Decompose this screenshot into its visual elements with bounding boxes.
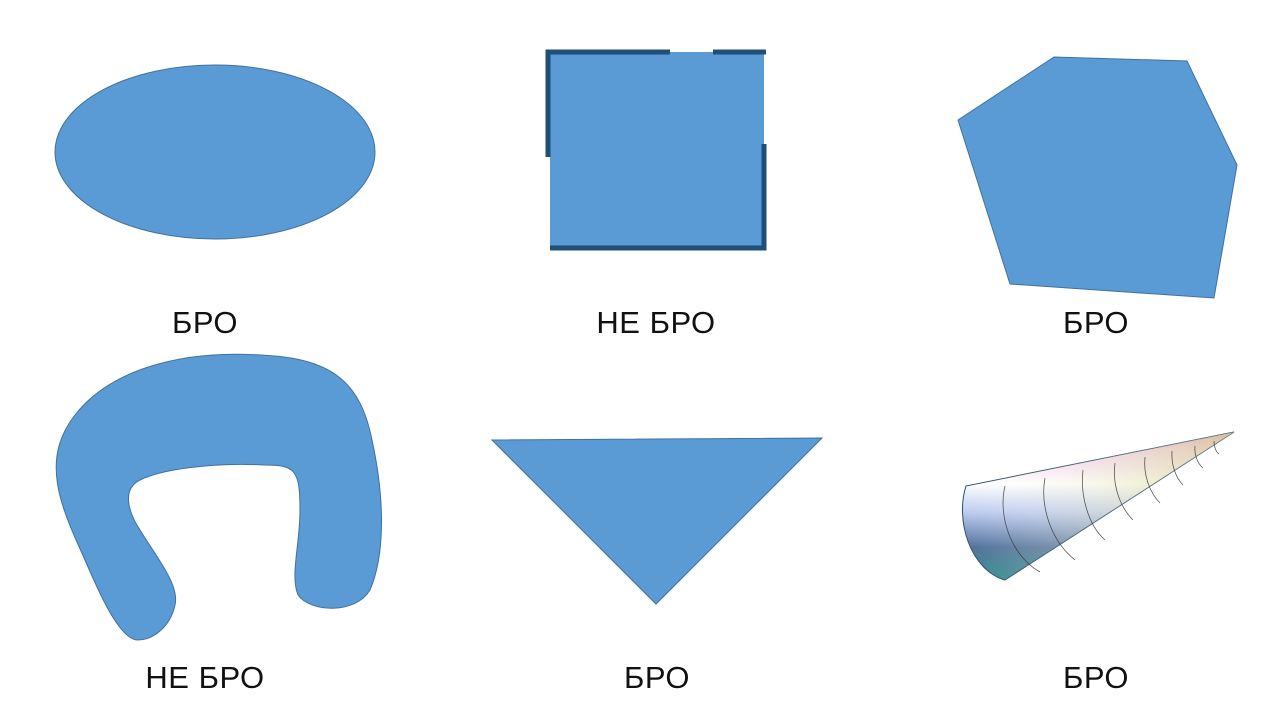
triangle-shape xyxy=(490,437,824,605)
shape-label: НЕ БРО xyxy=(145,660,265,695)
ellipse-shape xyxy=(54,64,376,240)
pentagon-shape xyxy=(957,56,1238,299)
shape-label: БРО xyxy=(624,660,690,695)
cone-shape xyxy=(962,431,1235,581)
shape-label: НЕ БРО xyxy=(596,305,716,340)
shape-label: БРО xyxy=(172,305,238,340)
shape-label: БРО xyxy=(1063,305,1129,340)
open-square-shape xyxy=(545,49,767,251)
shape-label: БРО xyxy=(1063,660,1129,695)
horseshoe-shape xyxy=(55,353,382,641)
